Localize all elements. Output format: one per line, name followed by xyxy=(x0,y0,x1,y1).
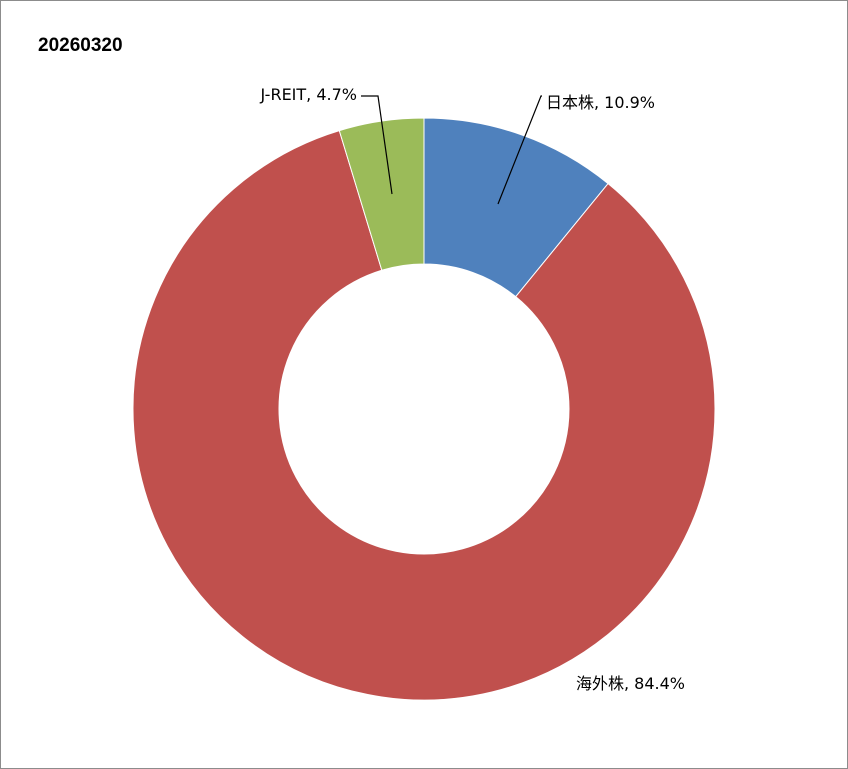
slice-1 xyxy=(132,129,716,701)
leader-line-2 xyxy=(361,95,393,195)
leader-lines xyxy=(361,95,542,205)
leader-line-0 xyxy=(497,95,542,205)
slice-0 xyxy=(423,117,609,298)
chart-title: 20260320 xyxy=(38,35,123,56)
data-label-1: 海外株, 84.4% xyxy=(576,674,685,693)
data-label-0: 日本株, 10.9% xyxy=(546,93,655,112)
donut-slices xyxy=(132,117,716,701)
data-labels: 日本株, 10.9% 海外株, 84.4% J-REIT, 4.7% xyxy=(260,85,685,693)
slice-2 xyxy=(338,117,425,271)
data-label-2: J-REIT, 4.7% xyxy=(260,85,357,104)
